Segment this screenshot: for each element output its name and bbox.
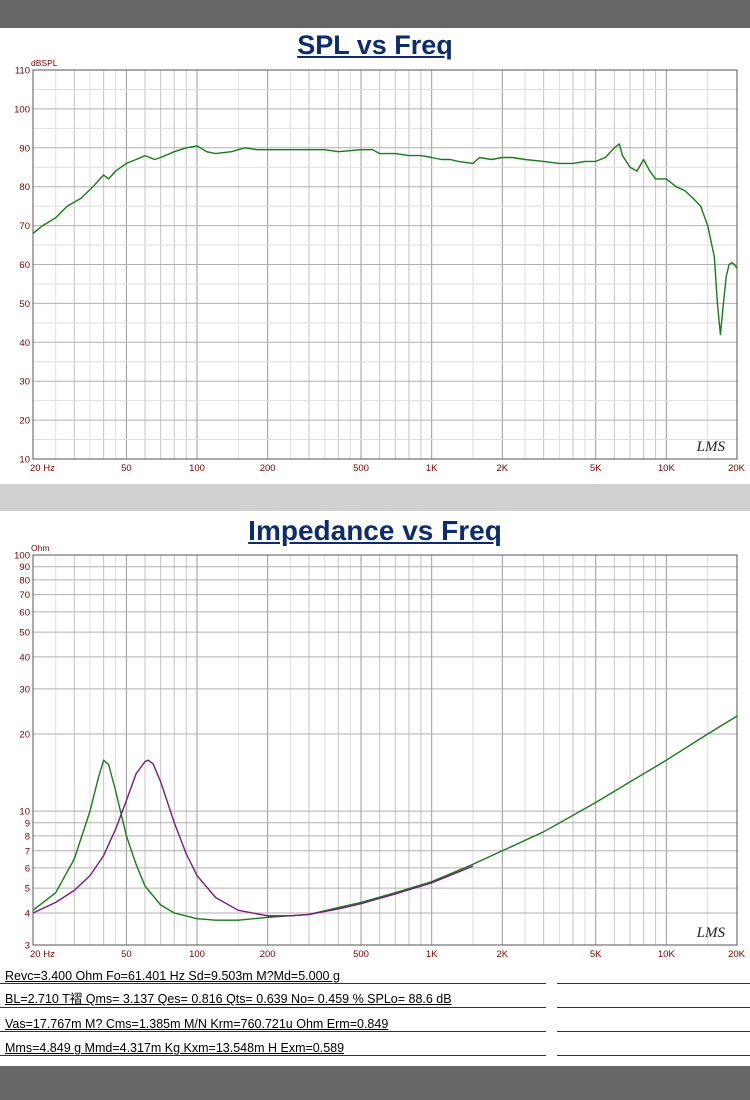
y-tick-label: 10: [19, 455, 30, 466]
y-tick-label: 90: [19, 562, 30, 573]
y-tick-label: 9: [25, 818, 30, 829]
y-axis-label: dBSPL: [31, 58, 58, 68]
y-tick-label: 30: [19, 684, 30, 695]
x-tick-label: 10K: [658, 949, 676, 960]
parameter-row: BL=2.710 T褶 Qms= 3.137 Qes= 0.816 Qts= 0…: [0, 986, 750, 1010]
lms-watermark: LMS: [696, 439, 726, 455]
lms-watermark: LMS: [696, 925, 726, 941]
grid: [32, 554, 738, 946]
y-tick-label: 20: [19, 416, 30, 427]
y-tick-label: 7: [25, 846, 30, 857]
x-tick-label: 200: [260, 949, 276, 960]
bottom-band: [0, 1066, 750, 1100]
x-tick-label: 1K: [426, 949, 438, 960]
x-tick-label: 20 Hz: [30, 463, 55, 474]
parameter-table: Revc=3.400 Ohm Fo=61.401 Hz Sd=9.503m M?…: [0, 962, 750, 1058]
x-tick-label: 10K: [658, 463, 676, 474]
impedance-chart-title: Impedance vs Freq: [248, 515, 502, 546]
y-tick-label: 80: [19, 575, 30, 586]
spl-chart: 10 20 30 40 50 60 70 80 90 100 110 20 Hz 50 100 200 500…: [14, 58, 746, 474]
x-tick-label: 100: [189, 463, 205, 474]
parameter-text: Revc=3.400 Ohm Fo=61.401 Hz Sd=9.503m M?…: [5, 969, 340, 983]
x-tick-label: 100: [189, 949, 205, 960]
divider-band: [0, 484, 750, 511]
x-tick-label: 5K: [590, 463, 602, 474]
series-line: [32, 715, 738, 921]
x-tick-label: 20K: [728, 463, 746, 474]
x-tick-label: 50: [121, 949, 132, 960]
y-tick-label: 100: [14, 551, 30, 562]
y-tick-label: 60: [19, 260, 30, 271]
x-tick-label: 5K: [590, 949, 602, 960]
parameter-row: Revc=3.400 Ohm Fo=61.401 Hz Sd=9.503m M?…: [0, 962, 750, 986]
parameter-text: Vas=17.767m M? Cms=1.385m M/N Krm=760.72…: [5, 1017, 389, 1031]
y-tick-label: 10: [19, 807, 30, 818]
y-tick-label: 40: [19, 652, 30, 663]
plot-frame: [32, 69, 738, 460]
plot-frame: [32, 554, 738, 946]
y-tick-label: 70: [19, 590, 30, 601]
grid: [32, 69, 738, 460]
y-tick-label: 60: [19, 607, 30, 618]
x-tick-label: 2K: [497, 463, 509, 474]
y-tick-label: 20: [19, 730, 30, 741]
y-tick-label: 40: [19, 338, 30, 349]
y-tick-label: 90: [19, 143, 30, 154]
parameter-text: BL=2.710 T褶 Qms= 3.137 Qes= 0.816 Qts= 0…: [5, 992, 452, 1006]
y-tick-label: 70: [19, 221, 30, 232]
parameter-row: Mms=4.849 g Mmd=4.317m Kg Kxm=13.548m H …: [0, 1034, 750, 1058]
y-axis-label: Ohm: [31, 543, 49, 553]
series-line: [32, 759, 474, 917]
x-tick-label: 200: [260, 463, 276, 474]
x-tick-label: 50: [121, 463, 132, 474]
x-tick-label: 20 Hz: [30, 949, 55, 960]
y-tick-label: 50: [19, 299, 30, 310]
top-band: [0, 0, 750, 28]
y-tick-label: 50: [19, 628, 30, 639]
y-tick-label: 8: [25, 831, 30, 842]
y-tick-label: 5: [25, 884, 30, 895]
x-tick-label: 500: [353, 949, 369, 960]
spl-chart-title: SPL vs Freq: [297, 30, 453, 60]
series-line: [32, 143, 738, 336]
y-tick-label: 80: [19, 182, 30, 193]
y-tick-label: 6: [25, 863, 30, 874]
x-tick-label: 20K: [728, 949, 746, 960]
parameter-text: Mms=4.849 g Mmd=4.317m Kg Kxm=13.548m H …: [5, 1041, 345, 1055]
x-tick-label: 500: [353, 463, 369, 474]
y-tick-label: 110: [15, 66, 30, 77]
y-tick-label: 4: [25, 909, 30, 920]
parameter-row: Vas=17.767m M? Cms=1.385m M/N Krm=760.72…: [0, 1010, 750, 1034]
y-tick-label: 3: [25, 941, 30, 952]
y-tick-label: 30: [19, 377, 30, 388]
x-tick-label: 1K: [426, 463, 438, 474]
y-tick-label: 100: [14, 104, 30, 115]
x-tick-label: 2K: [497, 949, 509, 960]
